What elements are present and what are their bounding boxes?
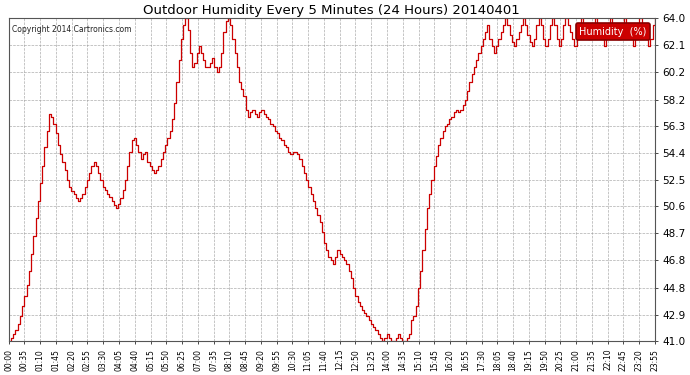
Text: Copyright 2014 Cartronics.com: Copyright 2014 Cartronics.com xyxy=(12,25,131,34)
Legend: Humidity  (%): Humidity (%) xyxy=(576,23,650,40)
Title: Outdoor Humidity Every 5 Minutes (24 Hours) 20140401: Outdoor Humidity Every 5 Minutes (24 Hou… xyxy=(144,4,520,17)
